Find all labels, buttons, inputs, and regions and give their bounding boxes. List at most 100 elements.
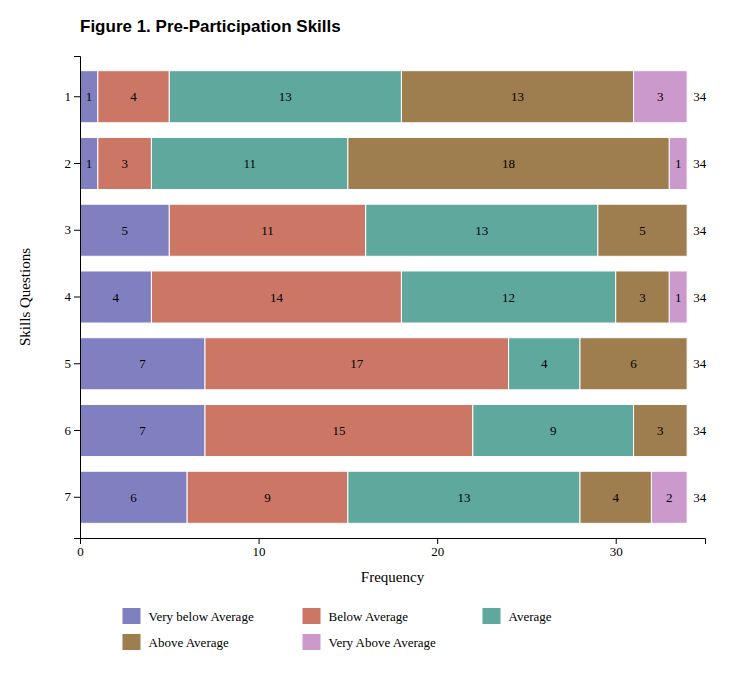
chart: Figure 1. Pre-Participation Skills115477… [0, 0, 745, 688]
data-label: 1 [675, 290, 682, 305]
tick-mark [259, 538, 260, 544]
bar [669, 137, 687, 189]
bar [634, 71, 688, 123]
bars [80, 71, 687, 524]
data-label: 11 [243, 156, 256, 171]
tick: 20 [431, 538, 444, 559]
total-label: 34 [693, 290, 707, 305]
tick: 10 [253, 538, 266, 559]
x-axis: 0 10 20 30 [77, 538, 705, 559]
data-label: 9 [550, 423, 557, 438]
legend: Very below Average Below Average Average Ab… [123, 608, 552, 650]
bar [634, 404, 688, 456]
data-label: 3 [121, 156, 128, 171]
bar [80, 137, 98, 189]
data-label: 1 [86, 156, 93, 171]
bar [169, 71, 401, 123]
tick-mark [74, 163, 80, 164]
data-label: 14 [270, 290, 284, 305]
bar [598, 204, 687, 256]
legend-swatch [303, 634, 321, 650]
legend-label: Very below Average [149, 609, 254, 624]
data-label: 1 [675, 156, 682, 171]
tick: 5 [65, 356, 81, 371]
legend-item: Above Average [123, 634, 229, 650]
tick: 4 [65, 289, 81, 304]
bar [473, 404, 634, 456]
total-label: 34 [693, 156, 707, 171]
tick: 30 [610, 538, 623, 559]
data-label: 13 [457, 490, 470, 505]
tick: 1 [65, 89, 81, 104]
legend-swatch [123, 634, 141, 650]
legend-item: Average [483, 608, 552, 624]
tick: 3 [65, 222, 81, 237]
data-label: 13 [475, 223, 488, 238]
bar [401, 271, 615, 323]
data-label: 4 [112, 290, 119, 305]
tick-mark [74, 430, 80, 431]
bar [580, 471, 651, 523]
data-label: 1 [86, 89, 93, 104]
data-label: 11 [261, 223, 274, 238]
data-label: 13 [511, 89, 524, 104]
legend-label: Very Above Average [329, 635, 437, 650]
tick-mark [74, 96, 80, 97]
bar [616, 271, 670, 323]
data-label: 4 [612, 490, 619, 505]
data-label: 3 [657, 89, 664, 104]
tick-label: 0 [77, 544, 84, 559]
data-label: 18 [502, 156, 515, 171]
tick-label: 20 [431, 544, 444, 559]
bar [669, 271, 687, 323]
tick-mark [74, 230, 80, 231]
data-label: 7 [139, 356, 146, 371]
x-axis-title: Frequency [361, 569, 425, 585]
tick-label: 4 [65, 289, 72, 304]
bar [80, 471, 187, 523]
tick-label: 7 [65, 489, 72, 504]
total-label: 34 [693, 223, 707, 238]
tick-label: 6 [65, 423, 72, 438]
tick-label: 1 [65, 89, 72, 104]
tick-label: 5 [65, 356, 72, 371]
data-label: 9 [264, 490, 271, 505]
tick-label: 2 [65, 156, 72, 171]
bar [205, 404, 473, 456]
bar [169, 204, 365, 256]
tick: 0 [77, 538, 84, 559]
tick-mark [437, 538, 438, 544]
tick-label: 3 [65, 222, 72, 237]
legend-swatch [303, 608, 321, 624]
legend-item: Very below Average [123, 608, 254, 624]
tick-mark [74, 363, 80, 364]
legend-label: Average [509, 609, 552, 624]
bar [580, 338, 687, 390]
tick: 7 [65, 489, 81, 504]
tick: 6 [65, 423, 81, 438]
data-label: 2 [666, 490, 673, 505]
total-label: 34 [693, 490, 707, 505]
bar [151, 271, 401, 323]
data-label: 5 [639, 223, 646, 238]
data-label: 6 [630, 356, 637, 371]
tick-mark [74, 297, 80, 298]
bar [401, 71, 633, 123]
bar [151, 137, 347, 189]
legend-swatch [123, 608, 141, 624]
axis-domain [81, 539, 706, 545]
tick-mark [616, 538, 617, 544]
tick-label: 30 [610, 544, 623, 559]
legend-item: Very Above Average [303, 634, 437, 650]
bar [651, 471, 687, 523]
legend-item: Below Average [303, 608, 409, 624]
legend-swatch [483, 608, 501, 624]
axis-domain [74, 57, 81, 539]
bar [98, 71, 169, 123]
data-label: 17 [350, 356, 364, 371]
bar [509, 338, 580, 390]
y-axis: 1 2 3 4 5 6 7 [65, 57, 81, 539]
legend-label: Above Average [149, 635, 229, 650]
bar [98, 137, 152, 189]
tick-mark [74, 497, 80, 498]
